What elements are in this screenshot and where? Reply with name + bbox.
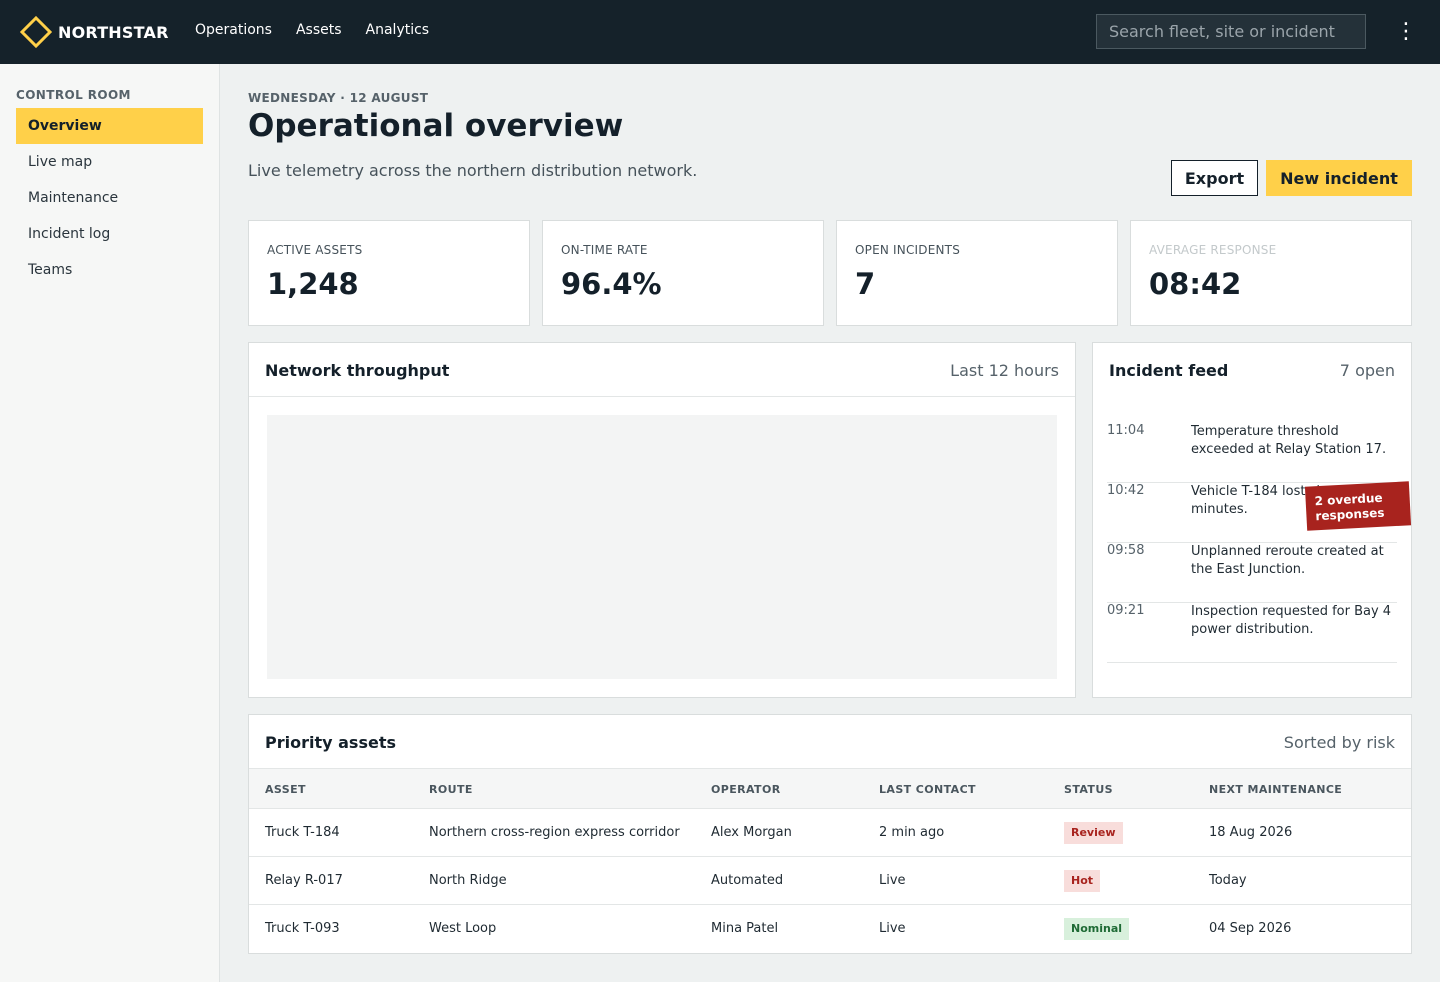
kpi-card-on-time-rate: ON-TIME RATE 96.4%: [542, 220, 824, 326]
kpi-label: AVERAGE RESPONSE: [1149, 243, 1277, 257]
cell-asset: Truck T-093: [265, 921, 340, 936]
status-badge: Review: [1064, 822, 1123, 844]
table-header: ASSET ROUTE OPERATOR LAST CONTACT STATUS…: [249, 769, 1411, 809]
top-bar: NORTHSTAR Operations Assets Analytics ⋮: [0, 0, 1440, 64]
column-header-operator[interactable]: OPERATOR: [711, 783, 781, 796]
status-badge: Hot: [1064, 870, 1101, 892]
sidebar-item-incident-log[interactable]: Incident log: [28, 226, 111, 242]
throughput-chart-area: [267, 415, 1057, 679]
panel-meta[interactable]: Sorted by risk: [1283, 733, 1395, 752]
panel-meta: 7 open: [1339, 361, 1395, 380]
status-badge: Nominal: [1064, 918, 1130, 940]
panel-header: Priority assets Sorted by risk: [249, 715, 1411, 769]
column-header-route[interactable]: ROUTE: [429, 783, 473, 796]
sidebar-item-teams[interactable]: Teams: [28, 262, 73, 278]
kpi-card-average-response: AVERAGE RESPONSE 08:42: [1130, 220, 1412, 326]
table-row[interactable]: Truck T-184 Northern cross-region expres…: [249, 809, 1411, 857]
kpi-value: 7: [855, 267, 876, 301]
column-header-asset[interactable]: ASSET: [265, 783, 306, 796]
kpi-value: 08:42: [1149, 267, 1242, 301]
page-title: Operational overview: [248, 108, 624, 144]
kpi-label: ACTIVE ASSETS: [267, 243, 363, 257]
sidebar-item-live-map[interactable]: Live map: [28, 154, 93, 170]
kpi-label: ON-TIME RATE: [561, 243, 648, 257]
cell-route: North Ridge: [429, 873, 507, 888]
page-subtitle: Live telemetry across the northern distr…: [248, 161, 698, 180]
diamond-logo-icon: [20, 16, 52, 48]
sidebar: CONTROL ROOM Overview Live map Maintenan…: [0, 64, 220, 982]
feed-time: 09:58: [1107, 543, 1145, 558]
cell-route: West Loop: [429, 921, 497, 936]
kebab-menu-icon[interactable]: ⋮: [1395, 19, 1417, 44]
panel-header: Incident feed 7 open: [1093, 343, 1411, 397]
cell-asset: Relay R-017: [265, 873, 343, 888]
nav-operations[interactable]: Operations: [195, 22, 272, 38]
cell-last-contact: 2 min ago: [879, 825, 945, 840]
sidebar-item-maintenance[interactable]: Maintenance: [28, 190, 119, 206]
cell-next-maintenance: 04 Sep 2026: [1209, 921, 1292, 936]
cell-operator: Automated: [711, 873, 784, 888]
column-header-next-maintenance[interactable]: NEXT MAINTENANCE: [1209, 783, 1343, 796]
column-header-last-contact[interactable]: LAST CONTACT: [879, 783, 976, 796]
sidebar-section-title: CONTROL ROOM: [16, 88, 131, 102]
nav-analytics[interactable]: Analytics: [365, 22, 430, 38]
panel-meta[interactable]: Last 12 hours: [950, 361, 1059, 380]
feed-time: 10:42: [1107, 483, 1145, 498]
feed-time: 11:04: [1107, 423, 1145, 438]
table-row[interactable]: Truck T-093 West Loop Mina Patel Live No…: [249, 905, 1411, 953]
kpi-value: 96.4%: [561, 267, 662, 301]
column-header-status[interactable]: STATUS: [1064, 783, 1113, 796]
throughput-panel: Network throughput Last 12 hours: [248, 342, 1076, 698]
cell-asset: Truck T-184: [265, 825, 340, 840]
top-nav: Operations Assets Analytics: [195, 22, 453, 38]
cell-last-contact: Live: [879, 873, 906, 888]
kpi-label: OPEN INCIDENTS: [855, 243, 961, 257]
table-row[interactable]: Relay R-017 North Ridge Automated Live H…: [249, 857, 1411, 905]
feed-text: Temperature threshold exceeded at Relay …: [1191, 424, 1387, 457]
cell-last-contact: Live: [879, 921, 906, 936]
feed-item[interactable]: 09:21 Inspection requested for Bay 4 pow…: [1107, 603, 1397, 663]
feed-time: 09:21: [1107, 603, 1145, 618]
brand-name: NORTHSTAR: [58, 22, 169, 42]
page-date: WEDNESDAY · 12 AUGUST: [248, 91, 429, 105]
export-button[interactable]: Export: [1171, 160, 1258, 196]
cell-next-maintenance: Today: [1209, 873, 1247, 888]
nav-assets[interactable]: Assets: [295, 22, 342, 38]
feed-text: Unplanned reroute created at the East Ju…: [1191, 544, 1384, 577]
kpi-value: 1,248: [267, 267, 359, 301]
feed-item[interactable]: 11:04 Temperature threshold exceeded at …: [1107, 423, 1397, 483]
kpi-card-open-incidents: OPEN INCIDENTS 7: [836, 220, 1118, 326]
panel-title: Network throughput: [265, 361, 450, 380]
cell-operator: Alex Morgan: [711, 825, 792, 840]
overdue-responses-badge[interactable]: 2 overdue responses: [1304, 481, 1412, 531]
kpi-card-active-assets: ACTIVE ASSETS 1,248: [248, 220, 530, 326]
panel-title: Incident feed: [1109, 361, 1229, 380]
brand[interactable]: NORTHSTAR: [20, 14, 169, 50]
priority-assets-panel: Priority assets Sorted by risk ASSET ROU…: [248, 714, 1412, 954]
cell-operator: Mina Patel: [711, 921, 779, 936]
new-incident-button[interactable]: New incident: [1266, 160, 1412, 196]
cell-route: Northern cross-region express corridor: [429, 825, 680, 840]
feed-item[interactable]: 09:58 Unplanned reroute created at the E…: [1107, 543, 1397, 603]
panel-header: Network throughput Last 12 hours: [249, 343, 1075, 397]
search-input[interactable]: [1096, 14, 1366, 49]
feed-text: Inspection requested for Bay 4 power dis…: [1191, 604, 1392, 637]
sidebar-item-overview[interactable]: Overview: [16, 108, 203, 144]
cell-next-maintenance: 18 Aug 2026: [1209, 825, 1293, 840]
panel-title: Priority assets: [265, 733, 396, 752]
